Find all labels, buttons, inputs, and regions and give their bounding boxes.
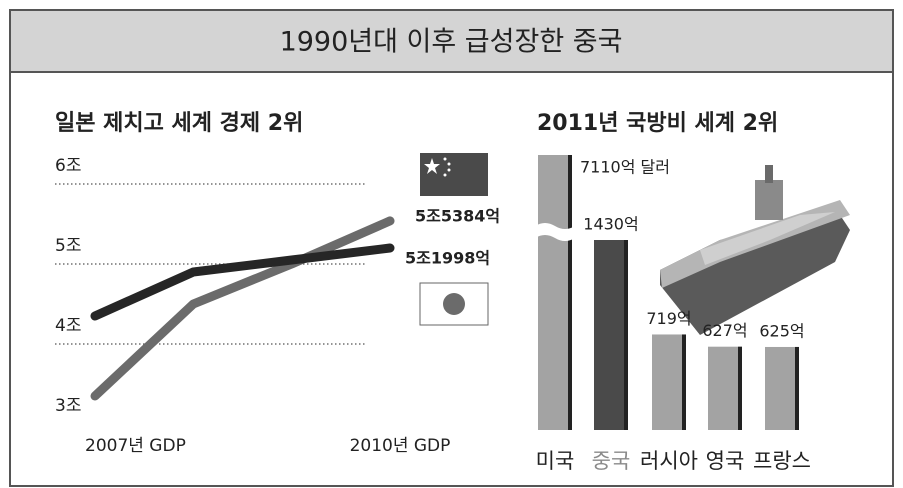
x-tick-label: 2007년 GDP: [85, 436, 186, 456]
flag-star: [447, 162, 451, 166]
flag-star: [447, 168, 451, 172]
y-tick-label: 3조: [55, 396, 81, 416]
bar: [538, 155, 572, 430]
bar: [765, 346, 799, 430]
bar: [652, 334, 686, 430]
japan-flag: [419, 282, 489, 326]
x-tick-label: 미국: [536, 449, 575, 473]
hull: [660, 215, 850, 335]
china-flag: [420, 153, 488, 196]
mast: [765, 165, 773, 183]
x-tick-label: 러시아: [640, 449, 698, 473]
island: [755, 180, 783, 220]
value-label: 7110억 달러: [580, 158, 670, 177]
y-tick-label: 6조: [55, 156, 81, 176]
bar: [594, 240, 628, 430]
bar-shadow: [624, 240, 628, 430]
line-chart-title: 일본 제치고 세계 경제 2위: [55, 111, 303, 136]
page-title: 1990년대 이후 급성장한 중국: [280, 27, 623, 58]
bar-chart-title: 2011년 국방비 세계 2위: [537, 111, 778, 136]
flag-body: [419, 282, 489, 326]
flag-star: [424, 158, 440, 174]
value-label: 625억: [759, 321, 804, 340]
axis-break: [535, 223, 575, 241]
flag-star: [443, 157, 447, 161]
bar-shadow: [795, 346, 799, 430]
value-label: 627억: [702, 321, 747, 340]
carrier-illustration: [660, 165, 850, 335]
bar: [708, 346, 742, 430]
x-tick-label: 2010년 GDP: [350, 436, 451, 456]
y-tick-label: 5조: [55, 236, 81, 256]
bar-shadow: [682, 334, 686, 430]
x-tick-label: 영국: [706, 449, 745, 473]
bar-shadow: [568, 155, 572, 430]
y-tick-label: 4조: [55, 316, 81, 336]
series-line: [90, 216, 395, 401]
value-label: 719억: [646, 309, 691, 328]
flag-body: [420, 153, 488, 196]
x-tick-label: 프랑스: [753, 449, 811, 473]
flag-star: [443, 173, 447, 177]
flag-disc: [443, 293, 465, 315]
value-label: 5조5384억: [415, 206, 500, 225]
x-tick-label: 중국: [592, 449, 631, 473]
header-band: [9, 9, 894, 73]
series-line: [90, 243, 395, 321]
value-label: 1430억: [583, 215, 638, 234]
bar-shadow: [738, 346, 742, 430]
value-label: 5조1998억: [405, 249, 490, 268]
deck-runway: [700, 212, 835, 265]
